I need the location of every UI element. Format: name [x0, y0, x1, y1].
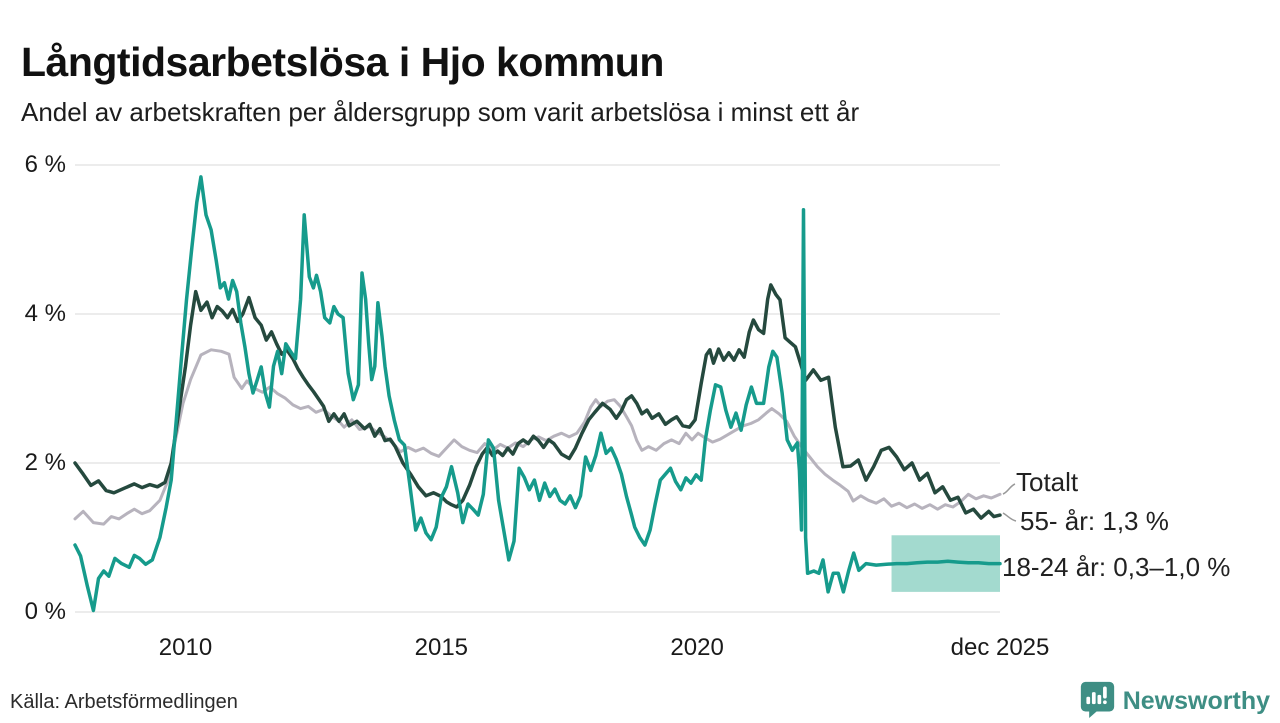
- page-title: Långtidsarbetslösa i Hjo kommun: [21, 39, 664, 86]
- series-lines: [73, 175, 1002, 613]
- newsworthy-logo-icon: [1079, 680, 1116, 723]
- y-tick-label: 2 %: [24, 449, 66, 476]
- series-label-18-24: 18-24 år: 0,3–1,0 %: [1002, 552, 1231, 582]
- series-line-totalt: [73, 348, 1002, 526]
- series-label-55: 55- år: 1,3 %: [1020, 506, 1169, 536]
- x-tick-label: 2020: [670, 634, 724, 661]
- series-line-55-r: [73, 283, 1002, 520]
- y-tick-label: 6 %: [24, 151, 66, 178]
- series-label-totalt: Totalt: [1016, 467, 1079, 497]
- gridlines: [75, 164, 1000, 613]
- x-tick-label: dec 2025: [950, 634, 1050, 661]
- x-tick-label: 2015: [414, 634, 469, 661]
- newsworthy-wordmark: Newsworthy: [1122, 687, 1270, 715]
- y-tick-label: 0 %: [24, 598, 66, 625]
- source-attribution: Källa: Arbetsförmedlingen: [10, 691, 238, 713]
- series-line-18-24-r: [73, 175, 1002, 613]
- totalt-connector-line: [1002, 483, 1016, 495]
- newsworthy-brand: Newsworthy: [1079, 680, 1270, 723]
- label-connectors: [1002, 483, 1017, 522]
- y-tick-label: 4 %: [24, 300, 66, 327]
- age55-connector-line: [1002, 512, 1017, 522]
- chart-subtitle: Andel av arbetskraften per åldersgrupp s…: [21, 97, 860, 127]
- x-tick-label: 2010: [158, 634, 213, 661]
